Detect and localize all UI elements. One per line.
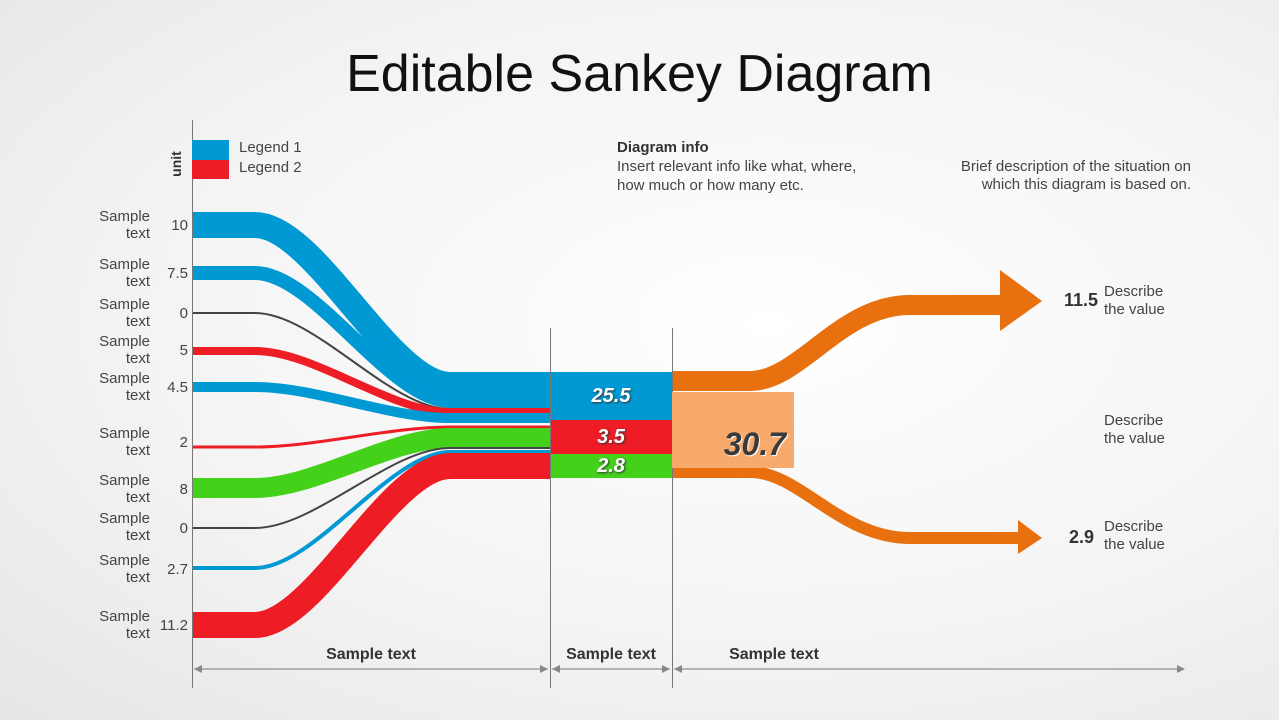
middle-block-3 <box>550 454 672 478</box>
legend-swatch-2 <box>192 160 229 179</box>
middle-block-2 <box>550 420 672 454</box>
input-value: 0 <box>179 520 188 537</box>
page-title: Editable Sankey Diagram <box>346 45 933 103</box>
output-value-1: 11.5 <box>1063 290 1098 310</box>
flow-8 <box>192 447 550 529</box>
input-label: Sample text <box>99 333 150 367</box>
flow-4 <box>192 347 550 416</box>
output-flow-2 <box>672 466 1022 544</box>
section-label-1: Sample text <box>326 646 416 663</box>
input-label: Sample text <box>99 370 150 404</box>
middle-value-text: 25.5 <box>591 385 631 407</box>
input-value: 5 <box>179 342 188 359</box>
output-desc-1b: the value <box>1104 301 1165 318</box>
axes <box>192 120 1184 688</box>
flow-6 <box>192 425 550 449</box>
total-box: 30.7 <box>672 392 794 468</box>
output-desc-3a: Describe <box>1104 518 1164 535</box>
description-line2: which this diagram is based on. <box>981 176 1191 193</box>
diagram-info-heading: Diagram info <box>617 139 709 156</box>
flow-2 <box>192 266 550 408</box>
output-arrowhead-1 <box>1000 270 1042 331</box>
total-value: 30.7 <box>723 426 786 462</box>
middle-value-green: 2.8 <box>550 454 672 478</box>
input-value: 10 <box>171 217 188 234</box>
flow-5 <box>192 382 550 423</box>
input-value: 7.5 <box>167 265 188 282</box>
output-desc-2a: Describe <box>1104 412 1164 429</box>
section-label-2: Sample text <box>566 646 656 663</box>
input-value: 0 <box>179 305 188 322</box>
input-label: Sample text <box>99 256 150 290</box>
output-desc-2b: the value <box>1104 430 1165 447</box>
flow-9 <box>192 450 550 570</box>
diagram-info-line2: how much or how many etc. <box>617 177 804 194</box>
input-value: 11.2 <box>159 617 188 634</box>
output-desc-2: Describe the value <box>1104 412 1165 448</box>
input-value: 2 <box>179 434 188 451</box>
middle-value-text: 3.5 <box>597 426 625 448</box>
middle-value-text: 2.8 <box>597 455 625 477</box>
description-line1: Brief description of the situation on <box>960 158 1191 175</box>
axis-arrowheads <box>194 665 1185 673</box>
output-desc-1: Describe the value <box>1104 283 1165 319</box>
legend-swatch-1 <box>192 140 229 160</box>
output-desc-3: Describe the value <box>1104 518 1165 554</box>
output-desc-3b: the value <box>1104 536 1165 553</box>
output-desc-1a: Describe <box>1104 283 1164 300</box>
middle-block-1 <box>550 372 672 420</box>
input-value: 2.7 <box>167 561 188 578</box>
flow-10 <box>192 453 550 638</box>
flow-1 <box>192 212 550 398</box>
input-label: Sample text <box>99 510 150 544</box>
input-label: Sample text <box>99 208 150 242</box>
unit-label: unit <box>167 151 184 177</box>
output-arrowhead-2 <box>1018 520 1042 554</box>
input-label: Sample text <box>99 296 150 330</box>
legend-label-2: Legend 2 <box>239 159 302 176</box>
output-flow-1 <box>672 295 1003 391</box>
input-value: 8 <box>179 481 188 498</box>
diagram-info-line1: Insert relevant info like what, where, <box>617 158 857 175</box>
input-label: Sample text <box>99 425 150 459</box>
flow-7 <box>192 428 550 498</box>
section-label-3: Sample text <box>729 646 819 663</box>
middle-value-blue: 25.5 <box>550 372 672 420</box>
legend-label-1: Legend 1 <box>239 139 302 156</box>
unit-label-wrap: unit <box>165 150 193 180</box>
input-label: Sample text <box>99 472 150 506</box>
middle-value-red: 3.5 <box>550 420 672 454</box>
input-value: 4.5 <box>167 379 188 396</box>
output-value-3: 2.9 <box>1068 527 1094 547</box>
input-label: Sample text <box>99 608 150 642</box>
input-label: Sample text <box>99 552 150 586</box>
